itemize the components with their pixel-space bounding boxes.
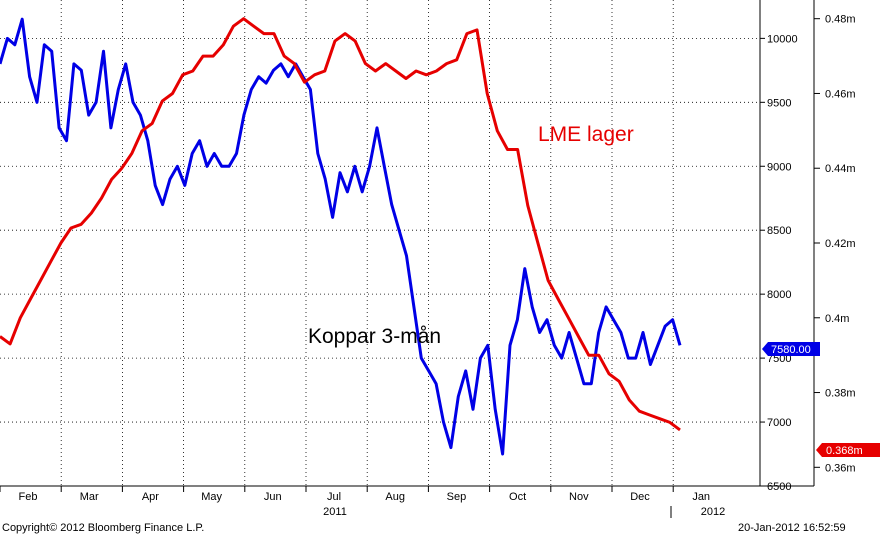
left-axis-tick: 8000 bbox=[767, 289, 791, 301]
x-axis-tick: Feb bbox=[19, 491, 38, 503]
left-axis-tick: 8500 bbox=[767, 225, 791, 237]
x-axis-tick: Dec bbox=[630, 491, 650, 503]
tick-labels: 10000 9500 9000 8500 8000 7500 7000 6500 0.48m 0.… bbox=[19, 14, 856, 518]
left-axis-tick: 10000 bbox=[767, 33, 798, 45]
right-axis-tick: 0.36m bbox=[825, 462, 856, 474]
copyright-text: Copyright© 2012 Bloomberg Finance L.P. bbox=[2, 522, 205, 534]
last-value-koppar: 7580.00 bbox=[771, 344, 811, 356]
series-line-lme-lager bbox=[0, 17, 681, 432]
series-layer bbox=[0, 17, 682, 456]
axes bbox=[0, 0, 820, 518]
x-axis-tick: Mar bbox=[80, 491, 99, 503]
right-axis-tick: 0.44m bbox=[825, 163, 856, 175]
x-axis-tick: Jul bbox=[327, 491, 341, 503]
right-axis-tick: 0.4m bbox=[825, 313, 849, 325]
series-label-koppar: Koppar 3-mån bbox=[308, 325, 441, 348]
x-axis-tick: Jan bbox=[692, 491, 710, 503]
x-axis-tick: Aug bbox=[385, 491, 405, 503]
right-axis-tick: 0.42m bbox=[825, 238, 856, 250]
left-axis-tick: 9500 bbox=[767, 97, 791, 109]
x-axis-tick: Apr bbox=[142, 491, 159, 503]
right-axis-tick: 0.48m bbox=[825, 14, 856, 26]
left-axis-tick: 6500 bbox=[767, 481, 791, 493]
x-axis-tick: May bbox=[201, 491, 222, 503]
x-axis-tick: Oct bbox=[509, 491, 526, 503]
x-axis-tick: Sep bbox=[447, 491, 467, 503]
last-value-lme: 0.368m bbox=[826, 445, 863, 457]
left-axis-tick: 7000 bbox=[767, 417, 791, 429]
x-axis-tick: Jun bbox=[264, 491, 282, 503]
left-axis-tick: 7500 bbox=[767, 353, 791, 365]
right-axis-tick: 0.38m bbox=[825, 388, 856, 400]
timestamp-text: 20-Jan-2012 16:52:59 bbox=[738, 522, 846, 534]
last-value-tag-lme: 0.368m bbox=[816, 443, 880, 457]
right-axis-tick: 0.46m bbox=[825, 88, 856, 100]
year-label: 2012 bbox=[701, 506, 725, 518]
series-line-koppar bbox=[0, 17, 682, 456]
x-axis-tick: Nov bbox=[569, 491, 589, 503]
left-axis-tick: 9000 bbox=[767, 161, 791, 173]
last-value-tag-koppar: 7580.00 bbox=[762, 342, 820, 356]
series-label-lme-lager: LME lager bbox=[538, 123, 634, 146]
year-label: 2011 bbox=[323, 506, 347, 518]
